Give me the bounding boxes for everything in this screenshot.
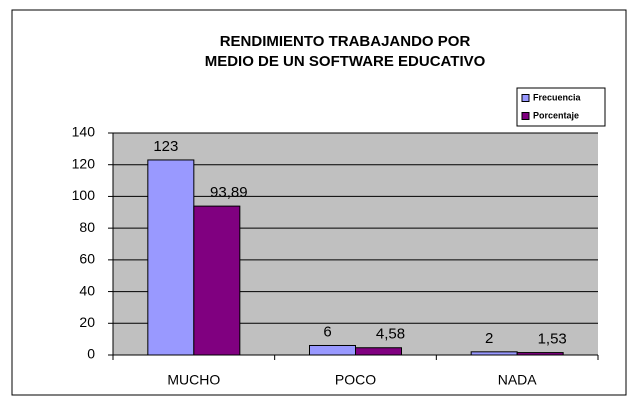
value-label: 1,53 [538,331,567,348]
value-label: 6 [323,323,331,340]
legend-label: Frecuencia [533,92,582,102]
bar [147,159,195,356]
y-tick-label: 60 [79,251,95,267]
legend-box [516,87,606,127]
y-tick-label: 0 [87,346,95,362]
bar [193,205,241,356]
y-tick-label: 100 [72,187,96,203]
chart-frame [11,9,627,396]
bar [309,344,356,356]
x-tick-label: POCO [335,372,376,388]
legend-label: Porcentaje [533,110,579,120]
x-tick-label: NADA [498,372,538,388]
value-label: 93,89 [210,184,248,201]
value-label: 4,58 [376,326,405,343]
legend-swatch [521,112,530,120]
y-tick-label: 120 [72,155,96,171]
bar [355,347,402,356]
y-tick-label: 80 [79,219,95,235]
value-label: 123 [153,138,178,155]
y-tick-label: 20 [79,314,95,330]
chart-title: MEDIO DE UN SOFTWARE EDUCATIVO [205,53,486,70]
chart-title: RENDIMIENTO TRABAJANDO POR [220,33,471,50]
y-tick-label: 40 [79,282,95,298]
legend-swatch [521,94,530,102]
x-tick-label: MUCHO [167,372,220,388]
y-tick-label: 140 [72,124,96,140]
value-label: 2 [485,330,493,347]
